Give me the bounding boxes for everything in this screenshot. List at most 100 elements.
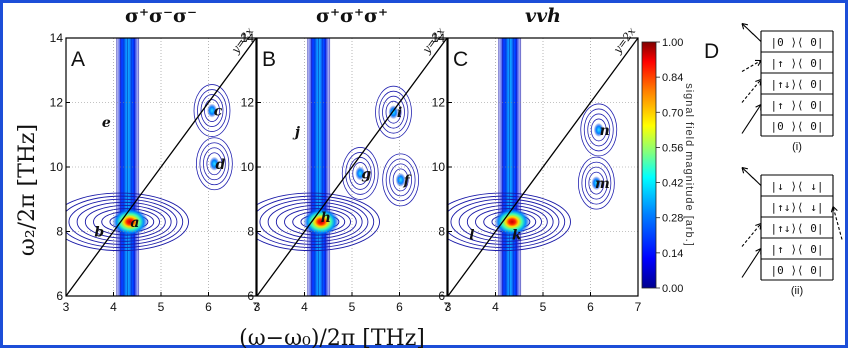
panel-title: σ⁺σ⁺σ⁺ — [316, 5, 388, 27]
contour-line — [448, 192, 571, 252]
contour-line — [199, 142, 230, 186]
contour-line — [448, 195, 566, 248]
colorbar-tick-label: 0.70 — [662, 107, 683, 119]
colorbar-tick-label: 0.56 — [662, 142, 683, 154]
x-tick-label: 6 — [587, 300, 594, 314]
ladder-ii: |↓ ⟩⟨ ↓| |↑↓⟩⟨ ↓| |↑↓⟩⟨ 0| |↑ ⟩⟨ 0| |0 ⟩⟨ 0|… — [741, 166, 843, 297]
ladder-level-label: |↑ ⟩⟨ 0| — [771, 57, 824, 70]
contour-line — [587, 113, 611, 147]
peak-label-d: d — [215, 157, 225, 173]
x-tick-label: 3 — [63, 300, 70, 314]
panel-label: C — [453, 48, 468, 71]
colorbar-tick-label: 0.28 — [662, 213, 683, 225]
peak-label-i: i — [397, 105, 402, 121]
ladder-caption: (i) — [792, 141, 802, 153]
transition-arrow — [741, 79, 762, 103]
ladder-level-label: |↑ ⟩⟨ 0| — [771, 99, 824, 112]
ladder-caption: (ii) — [791, 285, 803, 297]
arrow-head — [741, 22, 748, 30]
colorbar-tick-label: 0.84 — [662, 72, 683, 84]
x-tick-label: 7 — [635, 300, 642, 314]
contour-line — [257, 195, 375, 248]
x-tick-label: 6 — [396, 300, 403, 314]
panel-title: vvh — [525, 5, 561, 27]
colorbar-tick-label: 0.14 — [662, 248, 683, 260]
y-tick-label: 8 — [56, 225, 63, 239]
contour-line — [200, 94, 224, 127]
peak-blob — [388, 105, 399, 120]
x-tick-label: 3 — [254, 300, 261, 314]
contour-line — [590, 118, 607, 142]
panel-label: A — [71, 48, 85, 71]
contour-line — [341, 147, 379, 200]
contour-line — [204, 99, 220, 122]
colorbar-tick-label: 1.00 — [662, 37, 683, 49]
peak-label-l: l — [469, 228, 474, 244]
contour-line — [193, 84, 231, 137]
y-tick-label: 10 — [241, 160, 255, 174]
contour-line — [392, 168, 409, 192]
x-tick-label: 3 — [445, 300, 452, 314]
peak-label-m: m — [595, 176, 610, 192]
main-peak-blob — [112, 207, 149, 236]
colorbar-tick-label: 0.00 — [662, 283, 683, 295]
colorbar: 1.00 0.84 0.70 0.56 0.42 0.28 0.14 0.00 signal … — [641, 37, 695, 295]
contour-line — [84, 204, 166, 239]
contour-line — [389, 163, 413, 197]
x-tick-label: 4 — [492, 300, 499, 314]
y-tick-label: 14 — [50, 31, 64, 45]
ladder-level-label: |↑↓⟩⟨ ↓| — [771, 201, 824, 214]
arrow-head — [741, 166, 748, 174]
heatmap-content — [448, 38, 618, 296]
peak-label-j: j — [292, 125, 300, 141]
transition-arrow — [741, 104, 762, 134]
ladder-level-label: |0 ⟩⟨ 0| — [771, 120, 824, 133]
contour-line — [378, 90, 409, 134]
arrow-head — [754, 59, 762, 67]
transition-arrow — [741, 60, 762, 72]
contour-line — [66, 195, 184, 248]
y-tick-label: 8 — [247, 225, 254, 239]
panel-label: B — [262, 48, 276, 71]
peak-blob — [355, 166, 366, 181]
contour-line — [348, 157, 372, 190]
contour-line — [197, 89, 227, 132]
y-tick-label: 12 — [241, 96, 255, 110]
x-tick-label: 5 — [158, 300, 165, 314]
ladder-level-label: |↑↓⟩⟨ 0| — [771, 222, 824, 235]
y-tick-label: 6 — [247, 289, 254, 303]
diagonal-line — [256, 37, 448, 297]
transition-arrow — [832, 206, 843, 240]
y-tick-label: 8 — [438, 225, 445, 239]
peak-label-k: k — [512, 228, 522, 244]
contour-line — [66, 192, 189, 252]
contour-line — [580, 103, 618, 157]
colorbar-tick-label: 0.42 — [662, 178, 683, 190]
contour-line — [375, 85, 412, 139]
peak-label-c: c — [214, 104, 223, 120]
transition-arrow — [741, 167, 762, 186]
contour-line — [583, 108, 614, 152]
arrow-head — [755, 104, 762, 111]
peak-blob — [593, 122, 604, 137]
diagonal-line — [447, 37, 639, 297]
peak-label-f: f — [403, 173, 413, 189]
x-tick-label: 5 — [540, 300, 547, 314]
arrow-head — [755, 248, 762, 255]
contour-line — [385, 100, 402, 124]
y-tick-label: 6 — [438, 289, 445, 303]
y-tick-label: 14 — [432, 31, 446, 45]
x-axis-label: (ω−ω₀)/2π [THz] — [239, 326, 425, 348]
transition-arrow — [741, 23, 762, 42]
diagram-d: D |0 ⟩⟨ 0||↑ ⟩⟨ 0||↑↓⟩⟨ 0||↑ ⟩⟨ 0||0 ⟩⟨ … — [704, 22, 843, 297]
panel-title: σ⁺σ⁻σ⁻ — [125, 5, 197, 27]
contour-line — [450, 198, 560, 245]
ladder-level-label: |0 ⟩⟨ 0| — [771, 264, 824, 277]
x-tick-label: 7 — [444, 300, 451, 314]
contour-line — [267, 201, 363, 242]
